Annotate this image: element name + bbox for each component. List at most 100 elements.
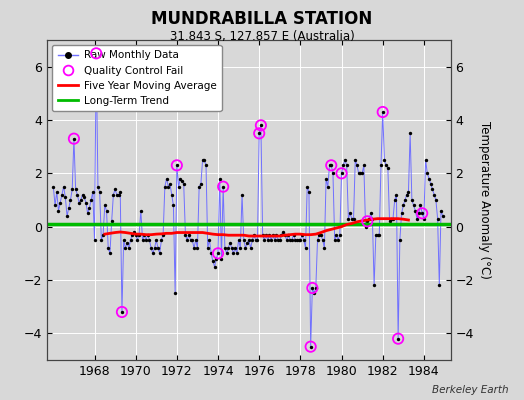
Point bbox=[92, 50, 101, 56]
Point bbox=[401, 197, 409, 203]
Point bbox=[219, 184, 227, 190]
Point bbox=[365, 216, 373, 222]
Point bbox=[135, 232, 143, 238]
Point bbox=[121, 245, 129, 251]
Point bbox=[85, 205, 94, 211]
Point bbox=[390, 197, 399, 203]
Point bbox=[219, 184, 227, 190]
Point bbox=[281, 232, 289, 238]
Point bbox=[372, 232, 380, 238]
Point bbox=[174, 184, 183, 190]
Point bbox=[248, 237, 257, 243]
Point bbox=[418, 210, 427, 216]
Point bbox=[92, 50, 101, 56]
Point bbox=[52, 189, 61, 195]
Point bbox=[358, 170, 366, 176]
Point bbox=[205, 237, 214, 243]
Point bbox=[397, 210, 406, 216]
Point bbox=[382, 162, 390, 168]
Point bbox=[217, 256, 226, 262]
Point bbox=[102, 208, 111, 214]
Point bbox=[64, 205, 73, 211]
Point bbox=[257, 122, 265, 128]
Point bbox=[279, 229, 287, 235]
Point bbox=[378, 109, 387, 115]
Point bbox=[193, 245, 202, 251]
Point bbox=[128, 232, 136, 238]
Point bbox=[152, 237, 160, 243]
Point bbox=[308, 285, 316, 291]
Point bbox=[209, 258, 217, 264]
Point bbox=[294, 237, 303, 243]
Point bbox=[337, 170, 346, 176]
Point bbox=[385, 218, 394, 224]
Point bbox=[423, 170, 431, 176]
Point bbox=[211, 264, 219, 270]
Point bbox=[77, 197, 85, 203]
Point bbox=[188, 237, 196, 243]
Point bbox=[310, 290, 318, 296]
Point bbox=[327, 162, 335, 168]
Point bbox=[416, 202, 424, 208]
Point bbox=[351, 157, 359, 163]
Point bbox=[67, 197, 75, 203]
Point bbox=[224, 245, 233, 251]
Point bbox=[319, 237, 327, 243]
Point bbox=[144, 232, 152, 238]
Point bbox=[350, 216, 358, 222]
Point bbox=[267, 237, 276, 243]
Point bbox=[298, 232, 306, 238]
Point bbox=[286, 237, 294, 243]
Point bbox=[149, 250, 157, 256]
Point bbox=[97, 237, 105, 243]
Point bbox=[282, 237, 291, 243]
Point bbox=[362, 224, 370, 230]
Point bbox=[70, 136, 78, 142]
Point bbox=[199, 157, 207, 163]
Point bbox=[396, 237, 404, 243]
Point bbox=[255, 130, 264, 136]
Point bbox=[106, 250, 114, 256]
Point bbox=[276, 237, 284, 243]
Legend: Raw Monthly Data, Quality Control Fail, Five Year Moving Average, Long-Term Tren: Raw Monthly Data, Quality Control Fail, … bbox=[52, 45, 222, 111]
Point bbox=[413, 216, 421, 222]
Point bbox=[82, 200, 90, 206]
Point bbox=[402, 192, 411, 198]
Point bbox=[262, 232, 270, 238]
Point bbox=[132, 232, 140, 238]
Point bbox=[380, 157, 389, 163]
Point bbox=[172, 162, 181, 168]
Point bbox=[316, 232, 325, 238]
Point bbox=[409, 202, 418, 208]
Point bbox=[399, 202, 408, 208]
Point bbox=[291, 237, 299, 243]
Point bbox=[227, 245, 236, 251]
Point bbox=[126, 237, 135, 243]
Point bbox=[408, 197, 416, 203]
Point bbox=[162, 176, 171, 182]
Point bbox=[241, 245, 249, 251]
Point bbox=[368, 216, 377, 222]
Point bbox=[296, 237, 304, 243]
Point bbox=[307, 344, 315, 350]
Point bbox=[366, 210, 375, 216]
Point bbox=[331, 237, 339, 243]
Point bbox=[265, 232, 274, 238]
Point bbox=[190, 245, 198, 251]
Point bbox=[339, 162, 347, 168]
Point bbox=[87, 197, 95, 203]
Point bbox=[80, 194, 89, 200]
Point bbox=[49, 184, 58, 190]
Point bbox=[214, 250, 222, 256]
Point bbox=[356, 170, 365, 176]
Point bbox=[90, 237, 99, 243]
Point bbox=[308, 285, 316, 291]
Point bbox=[414, 210, 423, 216]
Point bbox=[222, 250, 231, 256]
Point bbox=[334, 237, 342, 243]
Point bbox=[322, 176, 330, 182]
Point bbox=[130, 229, 138, 235]
Point bbox=[238, 192, 246, 198]
Point bbox=[83, 210, 92, 216]
Point bbox=[439, 213, 447, 219]
